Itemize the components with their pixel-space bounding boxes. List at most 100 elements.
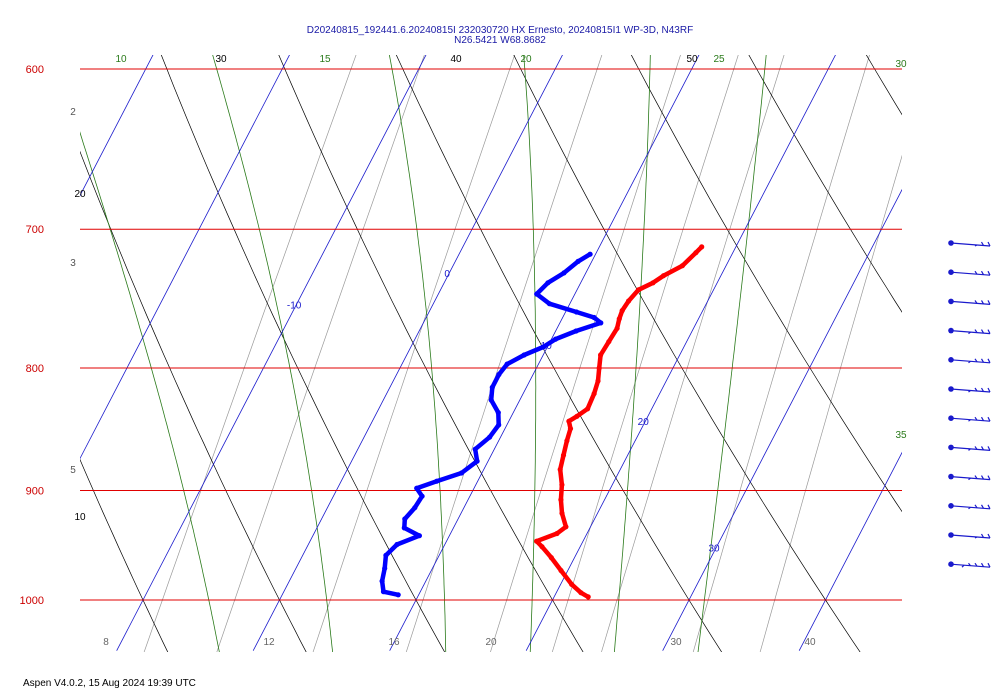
wind-barb-feather [980,416,985,421]
temperature-profile-point [558,497,564,503]
wind-barb-feather [968,390,971,393]
dewpoint-profile-point [540,344,546,350]
wind-barb-feather [974,244,978,247]
isobars [80,68,902,601]
wind-barb [948,503,991,510]
temperature-profile-point [650,280,656,286]
sounding-profiles [379,244,705,600]
dewpoint-profile-point [598,320,604,326]
wind-barb-shaft [950,300,991,305]
temperature-profile-point [598,352,604,358]
temperature-profile-point [679,263,686,269]
dewpoint-profile-point [561,270,567,276]
isotherms [0,0,1000,651]
temperature-profile-point [693,250,699,256]
temperature-profile-point [585,594,591,600]
wind-barb-feather [974,536,978,539]
wind-barb-feather [968,562,971,567]
wind-barb-feather [974,562,978,567]
wind-barb-feather [980,270,985,275]
dewpoint-profile-point [412,505,418,511]
wind-barb [948,561,991,568]
temperature-profile-point [596,365,602,371]
isotherm-label: 0 [444,269,450,280]
mixing-ratio-label: 3 [70,258,76,269]
isotherm-line [936,0,1000,651]
dewpoint-profile-point [474,458,480,464]
wind-barb-feather [968,477,971,481]
isotherm-line [0,0,46,651]
dry-adiabat-label: 30 [215,54,227,65]
mixing-ratio-line [601,55,785,652]
dewpoint-profile-point [434,478,440,484]
dewpoint-profile-point [383,552,389,559]
isotherm-line [252,55,563,651]
wind-barb-feather [974,475,978,479]
temperature-profile [534,244,704,600]
isotherm-line [80,55,154,197]
isotherm-label: 30 [708,544,720,555]
mixing-ratio-line [551,55,739,652]
dry-adiabat-label: 10 [74,512,86,523]
footer-version: Aspen V4.0.2, 15 Aug 2024 19:39 UTC [23,678,196,689]
wind-barb [948,298,991,305]
pressure-label-1000: 1000 [20,595,44,607]
dry-adiabat-line [926,0,1000,699]
wind-barb-feather [980,241,985,246]
dewpoint-profile-point [394,541,400,548]
dewpoint-profile-point [402,516,408,522]
dewpoint-profile-point [496,422,502,428]
pressure-label-600: 600 [26,64,44,76]
temperature-profile-point [539,544,545,550]
temperature-profile-point [616,316,622,322]
temperature-profile-point [660,273,667,279]
dewpoint-profile-point [401,525,407,531]
wind-barb [948,327,991,335]
wind-barb-feather [987,358,991,364]
temperature-profile-point [534,538,540,544]
wind-barb [948,444,991,451]
temperature-profile-point [563,524,569,530]
wind-barb [948,386,991,393]
wind-barb [948,532,991,539]
dewpoint-profile-point [534,291,540,297]
moist-adiabat-label: 25 [713,54,725,65]
dewpoint-profile-point [573,328,579,334]
temperature-profile-point [699,244,705,250]
mixing-ratio-line [405,55,603,652]
wind-barb-feather [987,416,991,422]
moist-adiabat-line [697,55,767,652]
temperature-profile-point [585,406,591,412]
moist-adiabat-line [0,0,10,699]
isotherm-label: -10 [287,301,302,312]
wind-barb-feather [987,270,991,276]
mixing-ratio-label: 12 [263,637,275,648]
moist-adiabat-line [613,55,651,652]
wind-barb-feather [980,475,985,480]
dewpoint-profile [379,251,604,598]
mixing-ratio-line [312,55,515,652]
temperature-profile-point [559,482,565,488]
mixing-ratio-label: 8 [103,637,109,648]
temperature-profile-point [614,325,620,331]
chart-subtitle: N26.5421 W68.8682 [454,35,546,46]
isotherm-line [798,451,902,651]
dewpoint-profile-point [419,493,425,499]
wind-barb-feather [961,564,965,568]
wind-barb-feather [968,506,971,510]
wind-barb-feather [987,387,991,393]
moist-adiabat-label: 30 [895,59,907,70]
mixing-ratio-line [692,55,870,652]
mixing-ratio-line [490,55,681,652]
dewpoint-profile-point [380,589,387,595]
wind-barbs [948,240,991,568]
temperature-profile-point [591,391,597,397]
temperature-profile-point [595,378,601,384]
moist-adiabat-line [80,131,220,652]
temperature-profile-point [567,426,574,432]
dewpoint-profile-point [495,410,501,416]
dewpoint-profile-point [379,578,385,584]
wind-barb-feather [987,329,991,334]
dewpoint-profile-point [521,352,527,358]
